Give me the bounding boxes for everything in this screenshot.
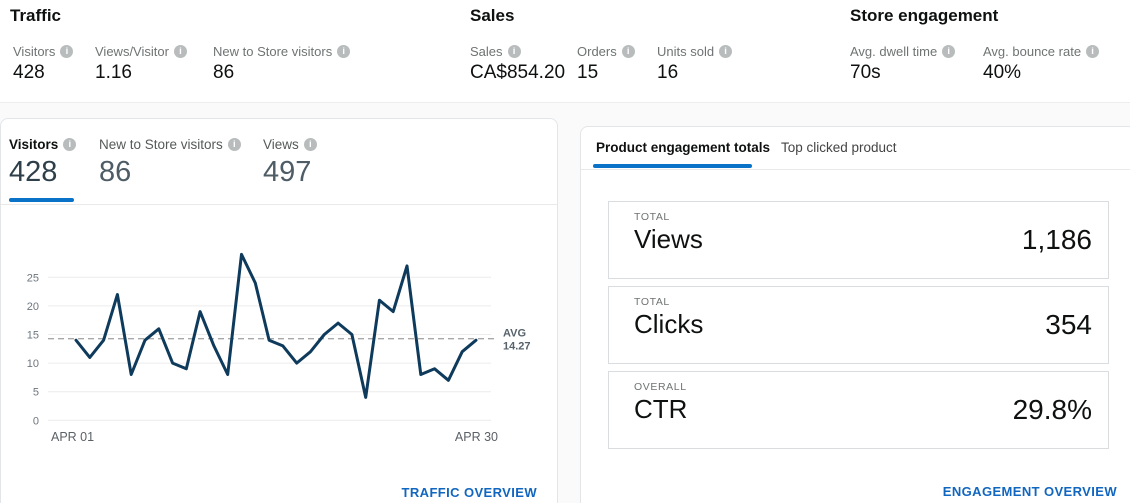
svg-text:AVG: AVG [503,328,526,340]
tab-views[interactable]: Views 497 [263,137,317,189]
metric-orders: Orders 15 [577,44,635,84]
traffic-overview-link[interactable]: TRAFFIC OVERVIEW [401,485,537,500]
stat-kicker: OVERALL [634,381,687,393]
tab-label: Visitors [9,137,59,152]
stat-row-clicks: TOTAL Clicks 354 [608,286,1109,364]
info-icon[interactable] [507,45,521,58]
metric-dwell-time: Avg. dwell time 70s [850,44,956,84]
svg-text:14.27: 14.27 [503,341,531,353]
stat-value: 1,186 [1021,224,1092,255]
metric-label: Sales [470,44,503,59]
metric-value: 16 [657,62,679,83]
metric-value: 428 [13,62,45,83]
stat-kicker: TOTAL [634,296,670,308]
tab-visitors[interactable]: Visitors 428 [9,137,77,189]
info-icon[interactable] [942,45,956,58]
metric-label: Avg. dwell time [850,44,938,59]
stat-label: Views [634,224,703,254]
info-icon[interactable] [303,138,317,151]
metric-value: 15 [577,62,599,83]
active-tab-indicator [593,164,752,168]
info-icon[interactable] [621,45,635,58]
metric-value: 86 [213,62,235,83]
tab-value: 428 [9,156,58,188]
sales-section-title: Sales [470,6,515,25]
tab-new-to-store-visitors[interactable]: New to Store visitors 86 [99,137,241,189]
info-icon[interactable] [173,45,187,58]
metric-sales: Sales CA$854.20 [470,44,565,84]
engagement-section-title: Store engagement [850,6,999,25]
metric-visitors: Visitors 428 [13,44,74,84]
info-icon[interactable] [227,138,241,151]
info-icon[interactable] [719,45,733,58]
tab-value: 497 [263,156,312,188]
tabs-divider [1,204,557,205]
svg-text:0: 0 [33,415,39,427]
summary-strip: Traffic Sales Store engagement Visitors … [0,0,1130,103]
traffic-panel: Visitors 428 New to Store visitors 86 Vi… [0,118,558,503]
svg-text:25: 25 [27,272,39,284]
svg-text:15: 15 [27,330,39,342]
tab-product-engagement-totals[interactable]: Product engagement totals [596,140,771,155]
svg-text:APR 01: APR 01 [51,430,94,444]
stat-row-views: TOTAL Views 1,186 [608,201,1109,279]
info-icon[interactable] [337,45,351,58]
metric-bounce-rate: Avg. bounce rate 40% [983,44,1100,84]
metric-label: Avg. bounce rate [983,44,1082,59]
tab-label: Views [263,137,299,152]
stat-row-ctr: OVERALL CTR 29.8% [608,371,1109,449]
active-tab-indicator [9,198,74,202]
metric-value: CA$854.20 [470,62,566,83]
stat-label: CTR [634,394,688,424]
svg-text:APR 30: APR 30 [455,430,498,444]
metric-new-to-store: New to Store visitors 86 [213,44,351,84]
tab-value: 86 [99,156,132,188]
engagement-overview-link[interactable]: ENGAGEMENT OVERVIEW [942,484,1117,499]
svg-text:10: 10 [27,358,39,370]
metric-views-per-visitor: Views/Visitor 1.16 [95,44,187,84]
info-icon[interactable] [60,45,74,58]
stat-value: 354 [1045,309,1092,340]
metric-value: 1.16 [95,62,132,83]
metric-value: 70s [850,62,881,83]
metric-units-sold: Units sold 16 [657,44,733,84]
info-icon[interactable] [1086,45,1100,58]
engagement-panel: Product engagement totals Top clicked pr… [580,126,1130,503]
stat-label: Clicks [634,309,704,339]
tab-label: New to Store visitors [99,137,223,152]
tab-top-clicked-product[interactable]: Top clicked product [781,140,897,155]
svg-text:5: 5 [33,387,39,399]
metric-label: Orders [577,44,617,59]
tabs-divider [581,169,1130,170]
metric-label: New to Store visitors [213,44,333,59]
info-icon[interactable] [63,138,77,151]
metric-label: Visitors [13,44,56,59]
stat-value: 29.8% [1012,394,1092,425]
metric-value: 40% [983,62,1022,83]
metric-label: Units sold [657,44,715,59]
metric-label: Views/Visitor [95,44,169,59]
svg-text:20: 20 [27,301,39,313]
traffic-section-title: Traffic [10,6,62,25]
stat-kicker: TOTAL [634,211,670,223]
